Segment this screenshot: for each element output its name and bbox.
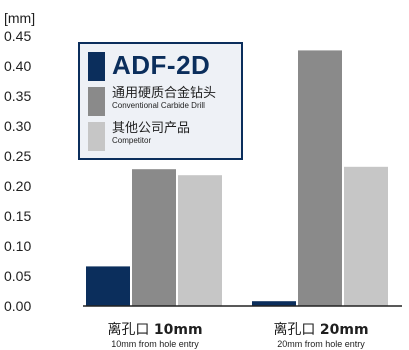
x-category-value: 20mm — [320, 322, 369, 338]
legend-label: 其他公司产品 — [112, 121, 191, 136]
legend-swatch — [88, 52, 105, 81]
y-tick-label: 0.20 — [4, 178, 31, 194]
x-category-label: 离孔口 10mm — [107, 321, 202, 338]
legend-label: ADF-2D — [112, 50, 211, 80]
legend-item-conventional: 通用硬质合金钻头 Conventional Carbide Drill — [88, 87, 216, 116]
bars — [86, 50, 388, 307]
legend-sublabel: Conventional Carbide Drill — [112, 101, 205, 110]
bar — [298, 50, 342, 307]
bar — [178, 175, 222, 306]
legend-swatch — [88, 122, 105, 151]
y-tick-label: 0.45 — [4, 28, 31, 44]
y-tick-label: 0.25 — [4, 148, 31, 164]
y-axis-ticks: 0.00 0.05 0.10 0.15 0.20 0.25 0.30 0.35 0.40 0.45 — [4, 28, 31, 314]
x-category-value: 10mm — [154, 322, 203, 338]
x-category-prefix: 离孔口 — [273, 321, 319, 338]
y-tick-label: 0.40 — [4, 58, 31, 74]
y-tick-label: 0.00 — [4, 298, 31, 314]
y-tick-label: 0.10 — [4, 238, 31, 254]
legend-label: 通用硬质合金钻头 — [112, 86, 217, 101]
y-tick-label: 0.15 — [4, 208, 31, 224]
legend-swatch — [88, 87, 105, 116]
legend: ADF-2D 通用硬质合金钻头 Conventional Carbide Dri… — [78, 42, 243, 160]
x-category-label: 离孔口 20mm — [273, 321, 368, 338]
legend-item-competitor: 其他公司产品 Competitor — [88, 122, 190, 151]
y-tick-label: 0.30 — [4, 118, 31, 134]
x-category-sublabel: 20mm from hole entry — [277, 339, 365, 349]
y-tick-label: 0.05 — [4, 268, 31, 284]
legend-item-adf: ADF-2D — [88, 52, 210, 81]
bar — [252, 301, 296, 306]
bar — [344, 166, 388, 306]
bar — [132, 169, 176, 306]
x-category-prefix: 离孔口 — [107, 321, 153, 338]
bar — [86, 266, 130, 306]
y-unit-label: [mm] — [4, 10, 35, 26]
x-category-sublabel: 10mm from hole entry — [111, 339, 199, 349]
legend-sublabel: Competitor — [112, 136, 152, 145]
y-tick-label: 0.35 — [4, 88, 31, 104]
